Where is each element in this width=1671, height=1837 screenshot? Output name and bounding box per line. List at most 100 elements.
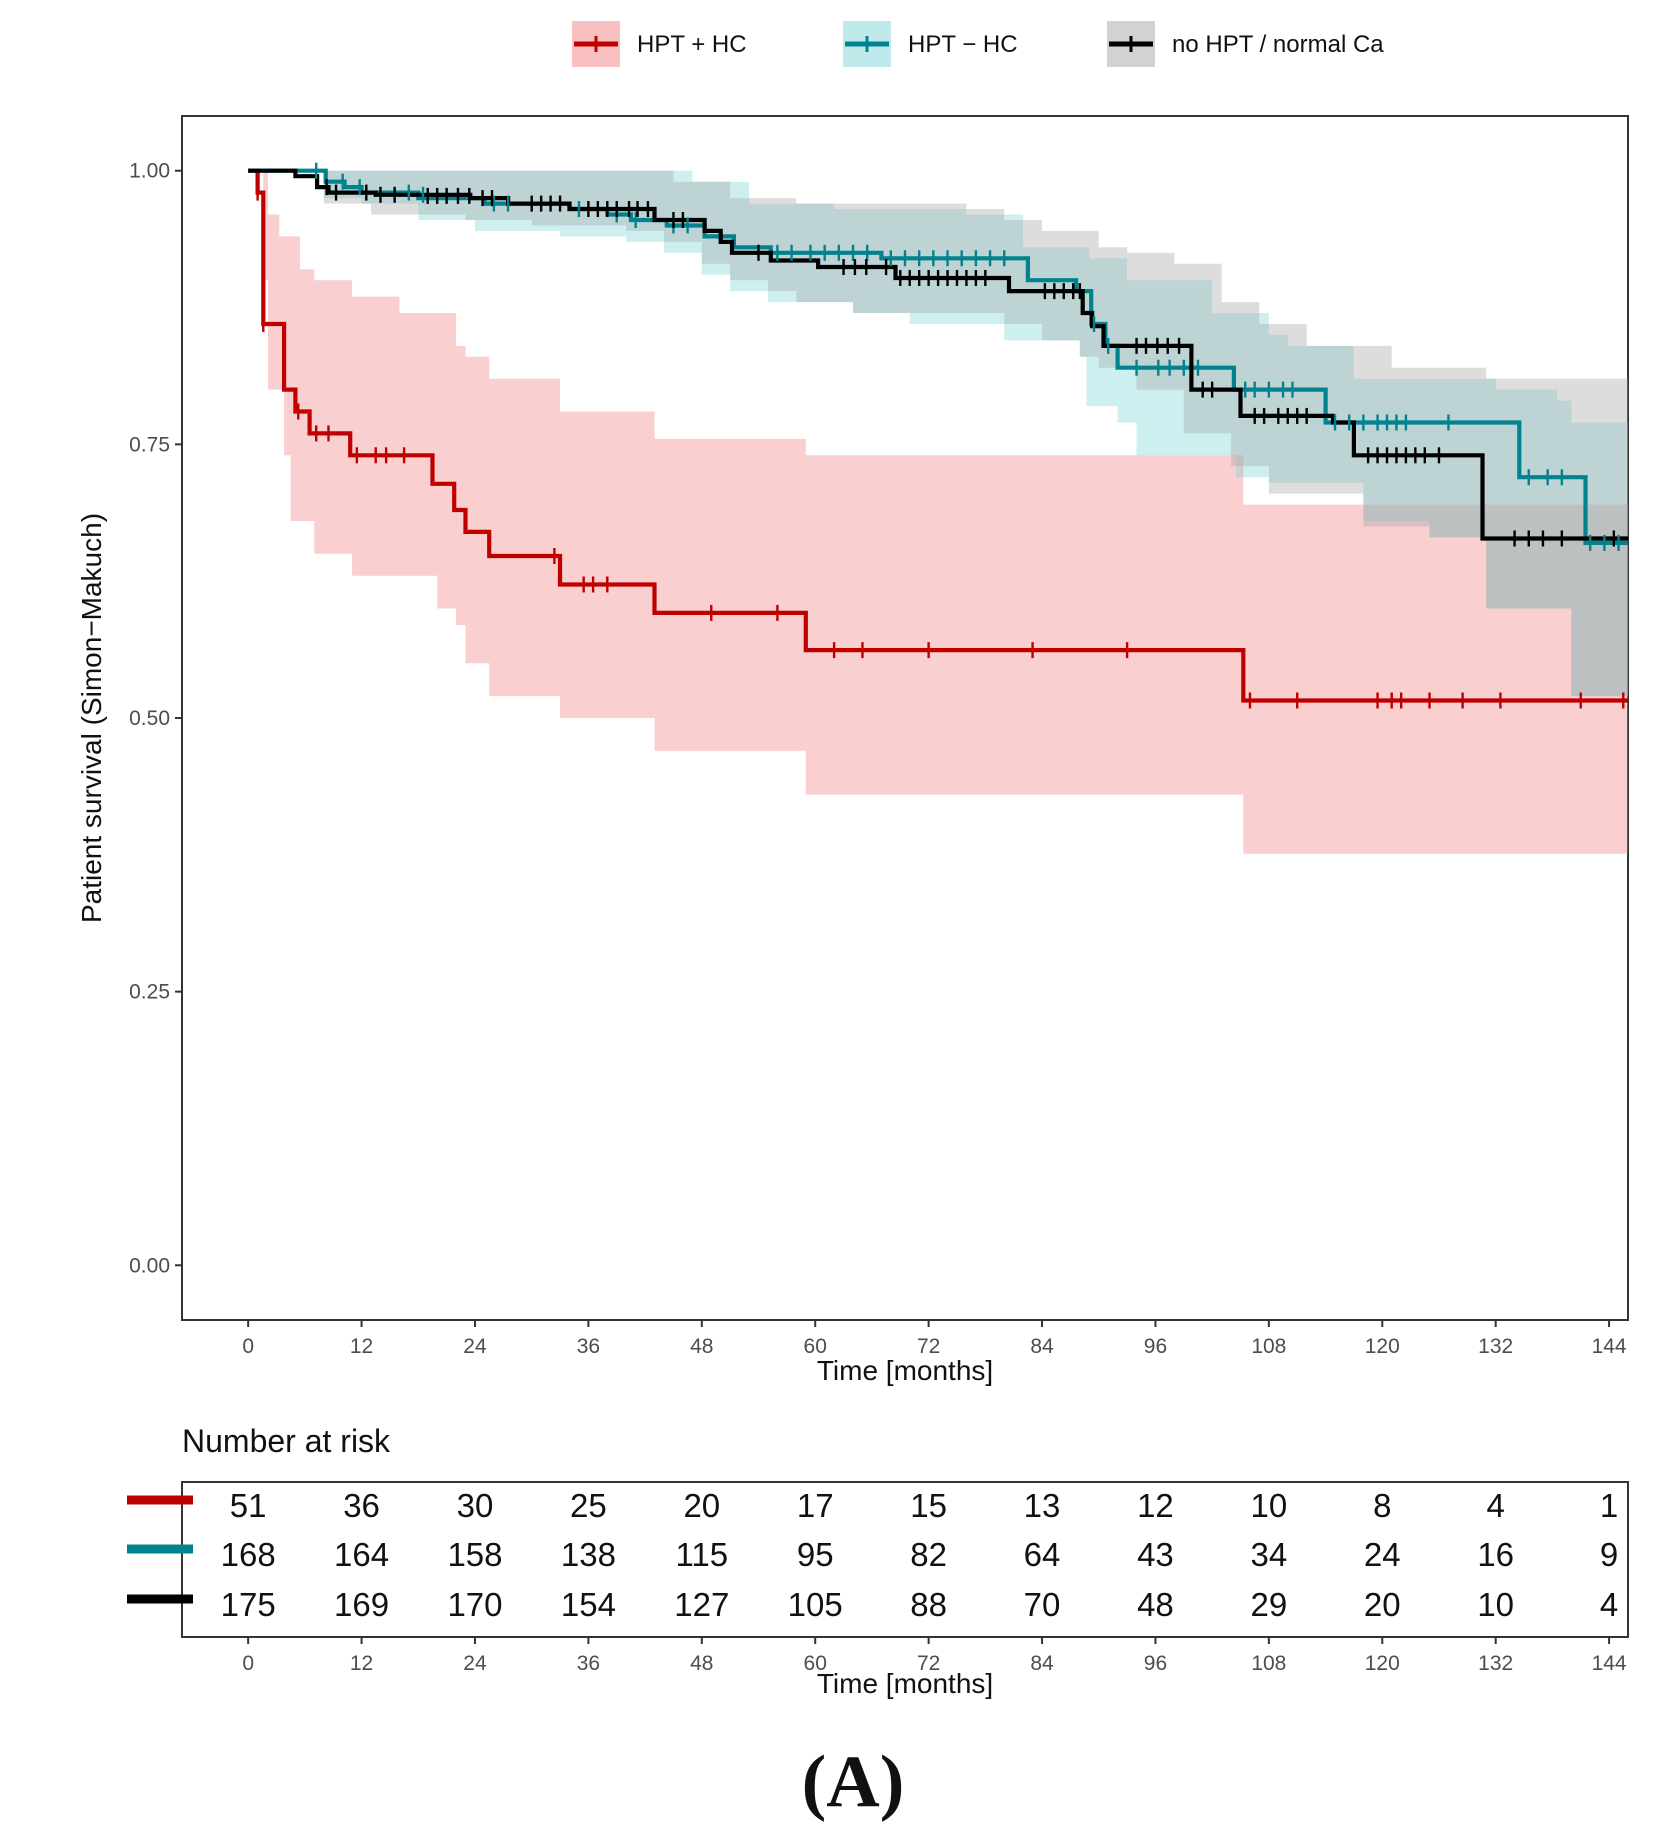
risk-table-row-0: 51 36 30 25 20 17 15 13 12 10 8 4 1: [230, 1487, 1618, 1524]
risk-count: 64: [1024, 1536, 1061, 1573]
risk-count: 154: [561, 1586, 616, 1623]
plot-area: [248, 162, 1628, 854]
x-tick-label: 72: [917, 1335, 940, 1358]
x-tick-label: 96: [1144, 1335, 1167, 1358]
risk-table-title: Number at risk: [182, 1423, 391, 1459]
risk-count: 15: [910, 1487, 947, 1524]
survival-curve-0: [248, 168, 1628, 703]
risk-count: 10: [1477, 1586, 1514, 1623]
risk-count: 13: [1024, 1487, 1061, 1524]
risk-x-tick-label: 84: [1030, 1652, 1054, 1675]
legend: HPT + HC HPT − HC no HPT / normal Ca: [572, 21, 1384, 67]
legend-label: HPT − HC: [908, 31, 1018, 58]
risk-count: 170: [447, 1586, 502, 1623]
x-tick-label: 36: [577, 1335, 600, 1358]
risk-count: 175: [221, 1586, 276, 1623]
panel-label: (A): [802, 1741, 905, 1823]
risk-count: 169: [334, 1586, 389, 1623]
risk-count: 36: [343, 1487, 380, 1524]
risk-count: 95: [797, 1536, 834, 1573]
y-axis: 0.00 0.25 0.50 0.75 1.00: [129, 160, 182, 1277]
plot-panel-border: [181, 115, 1629, 1321]
y-tick-label: 0.25: [129, 981, 170, 1004]
risk-count: 1: [1600, 1487, 1618, 1524]
x-tick-label: 12: [350, 1335, 373, 1358]
risk-count: 88: [910, 1586, 947, 1623]
survival-curve-2: [248, 168, 1628, 541]
risk-count: 138: [561, 1536, 616, 1573]
censor-marks-0: [256, 184, 1625, 709]
risk-count: 127: [674, 1586, 729, 1623]
y-tick-label: 0.75: [129, 433, 170, 456]
risk-count: 168: [221, 1536, 276, 1573]
risk-count: 115: [675, 1536, 728, 1573]
y-tick-label: 0.00: [129, 1254, 170, 1277]
risk-count: 34: [1251, 1536, 1288, 1573]
y-tick-label: 0.50: [129, 707, 170, 730]
risk-count: 12: [1137, 1487, 1174, 1524]
risk-count: 158: [447, 1536, 502, 1573]
x-tick-label: 84: [1030, 1335, 1054, 1358]
risk-count: 17: [797, 1487, 834, 1524]
risk-x-tick-label: 36: [577, 1652, 600, 1675]
risk-x-tick-label: 48: [690, 1652, 713, 1675]
risk-count: 29: [1251, 1586, 1288, 1623]
risk-count: 16: [1477, 1536, 1514, 1573]
risk-table-row-1: 168 164 158 138 115 95 82 64 43 34 24 16 9: [221, 1536, 1619, 1573]
x-axis-title: Time [months]: [817, 1355, 993, 1386]
x-tick-label: 144: [1592, 1335, 1627, 1358]
legend-key-0: [572, 21, 620, 67]
risk-count: 9: [1600, 1536, 1618, 1573]
risk-count: 105: [788, 1586, 843, 1623]
risk-x-tick-label: 12: [350, 1652, 373, 1675]
risk-count: 82: [910, 1536, 947, 1573]
legend-label: no HPT / normal Ca: [1172, 31, 1384, 58]
legend-key-1: [843, 21, 891, 67]
risk-count: 25: [570, 1487, 607, 1524]
risk-count: 4: [1487, 1487, 1505, 1524]
risk-count: 164: [334, 1536, 389, 1573]
legend-key-2: [1107, 21, 1155, 67]
risk-table-border: [181, 1481, 1629, 1638]
risk-table-row-2: 175 169 170 154 127 105 88 70 48 29 20 10 4: [221, 1586, 1619, 1623]
risk-count: 20: [683, 1487, 720, 1524]
risk-count: 70: [1024, 1586, 1061, 1623]
x-tick-label: 120: [1365, 1335, 1400, 1358]
x-tick-label: 0: [242, 1335, 254, 1358]
survival-curve-1: [248, 168, 1628, 545]
x-tick-label: 132: [1478, 1335, 1513, 1358]
risk-count: 30: [457, 1487, 494, 1524]
risk-count: 20: [1364, 1586, 1401, 1623]
risk-x-tick-label: 60: [804, 1652, 827, 1675]
x-tick-label: 108: [1251, 1335, 1286, 1358]
risk-x-tick-label: 144: [1592, 1652, 1627, 1675]
risk-x-tick-label: 96: [1144, 1652, 1167, 1675]
risk-count: 51: [230, 1487, 267, 1524]
risk-x-tick-label: 132: [1478, 1652, 1513, 1675]
legend-label: HPT + HC: [637, 31, 747, 58]
x-tick-label: 24: [463, 1335, 487, 1358]
x-axis: 0 12 24 36 48 60 72 84 96 108 120 132 144: [242, 1320, 1627, 1358]
risk-x-tick-label: 24: [463, 1652, 487, 1675]
risk-x-tick-label: 108: [1251, 1652, 1286, 1675]
risk-count: 43: [1137, 1536, 1174, 1573]
y-axis-title: Patient survival (Simon−Makuch): [76, 513, 107, 923]
risk-count: 4: [1600, 1586, 1618, 1623]
confidence-band-0: [248, 170, 1628, 854]
censor-marks-1: [315, 162, 1620, 551]
risk-table-x-axis: 0 12 24 36 48 60 72 84 96 108 120 132 144: [242, 1637, 1627, 1675]
risk-count: 24: [1364, 1536, 1401, 1573]
risk-count: 10: [1251, 1487, 1288, 1524]
risk-x-tick-label: 72: [917, 1652, 940, 1675]
risk-count: 8: [1373, 1487, 1391, 1524]
risk-x-tick-label: 120: [1365, 1652, 1400, 1675]
x-tick-label: 48: [690, 1335, 713, 1358]
risk-table-x-axis-title: Time [months]: [817, 1668, 993, 1699]
x-tick-label: 60: [804, 1335, 827, 1358]
risk-x-tick-label: 0: [242, 1652, 254, 1675]
censor-marks-2: [325, 179, 1616, 547]
risk-count: 48: [1137, 1586, 1174, 1623]
y-tick-label: 1.00: [129, 160, 170, 183]
